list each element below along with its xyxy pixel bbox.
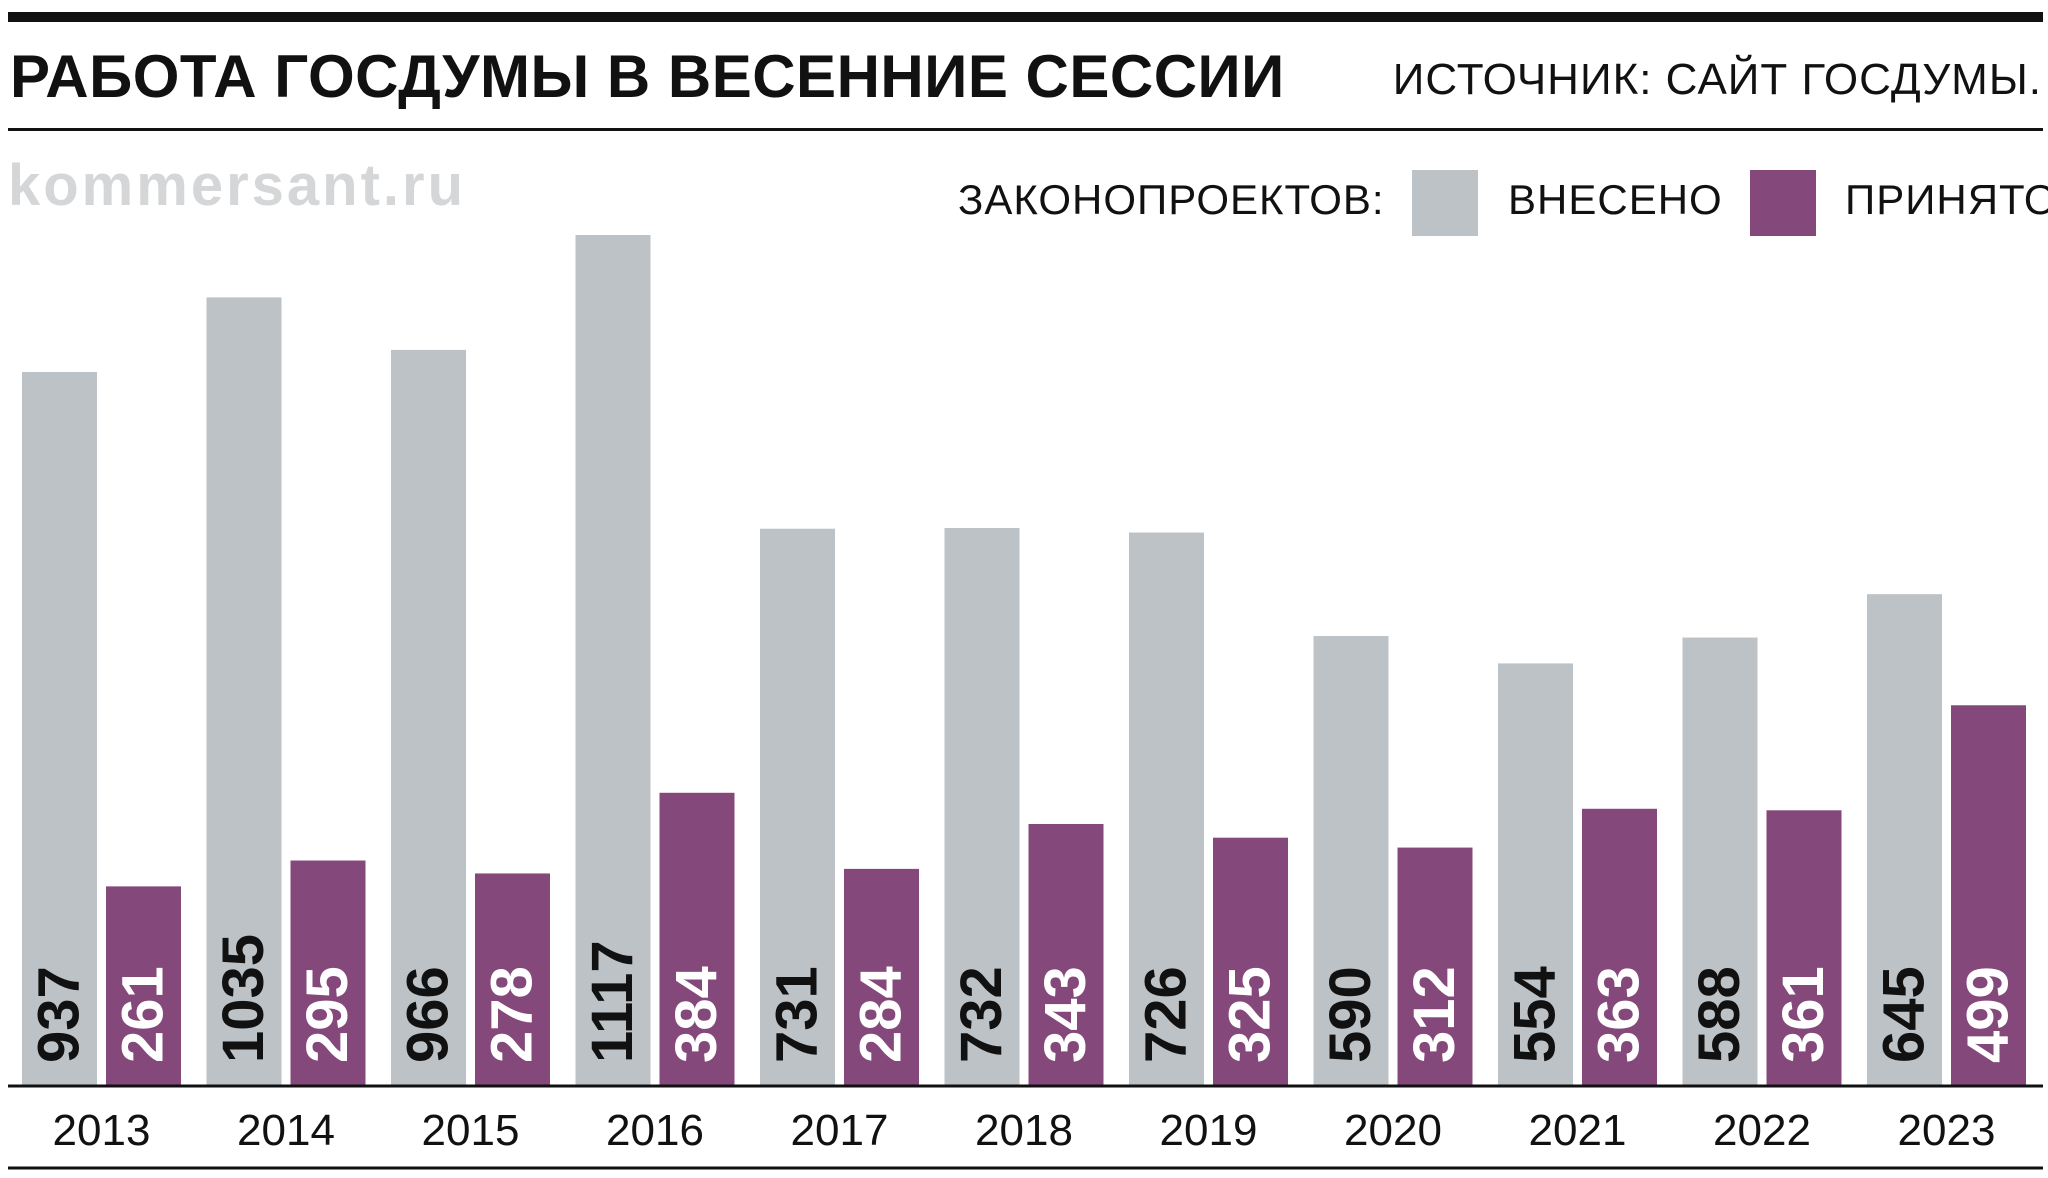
value-label-introduced-2021: 554 bbox=[1503, 966, 1568, 1063]
header-rule bbox=[8, 128, 2043, 131]
bar-passed-2016 bbox=[659, 792, 735, 1085]
value-label-passed-2013: 261 bbox=[111, 966, 176, 1063]
x-tick-label-2017: 2017 bbox=[791, 1106, 889, 1155]
value-label-passed-2018: 343 bbox=[1033, 966, 1098, 1063]
legend-swatch-passed bbox=[1750, 170, 1816, 236]
bar-passed-2019 bbox=[1213, 837, 1288, 1085]
bar-introduced-2014 bbox=[206, 297, 282, 1085]
value-label-passed-2023: 499 bbox=[1956, 966, 2021, 1063]
value-label-introduced-2019: 726 bbox=[1134, 966, 1199, 1063]
x-tick-label-2020: 2020 bbox=[1344, 1106, 1442, 1155]
bar-introduced-2017 bbox=[760, 528, 835, 1085]
bar-passed-2022 bbox=[1766, 810, 1842, 1085]
bar-introduced-2013 bbox=[22, 371, 97, 1086]
bar-introduced-2019 bbox=[1129, 532, 1204, 1085]
x-tick-label-2014: 2014 bbox=[237, 1106, 335, 1155]
value-label-introduced-2018: 732 bbox=[949, 966, 1014, 1063]
source-note: ИСТОЧНИК: САЙТ ГОСДУМЫ. bbox=[1392, 55, 2042, 104]
value-label-passed-2015: 278 bbox=[480, 966, 545, 1063]
legend-label-introduced: ВНЕСЕНО bbox=[1508, 176, 1723, 223]
bar-passed-2018 bbox=[1028, 823, 1104, 1085]
value-label-passed-2020: 312 bbox=[1402, 966, 1467, 1063]
bar-introduced-2016 bbox=[575, 235, 651, 1085]
value-label-passed-2017: 284 bbox=[849, 966, 914, 1063]
value-label-introduced-2017: 731 bbox=[765, 966, 830, 1063]
x-tick-label-2016: 2016 bbox=[606, 1106, 704, 1155]
bar-passed-2023 bbox=[1951, 705, 2026, 1085]
bar-introduced-2021 bbox=[1498, 663, 1573, 1085]
bar-passed-2017 bbox=[844, 868, 919, 1085]
value-label-introduced-2023: 645 bbox=[1872, 966, 1937, 1063]
watermark: kommersant.ru bbox=[8, 153, 467, 218]
legend-label: ЗАКОНОПРОЕКТОВ: bbox=[958, 176, 1385, 223]
bar-passed-2015 bbox=[475, 873, 550, 1085]
bar-introduced-2018 bbox=[944, 527, 1020, 1085]
top-rule bbox=[8, 12, 2043, 22]
value-label-introduced-2015: 966 bbox=[396, 966, 461, 1063]
x-tick-label-2018: 2018 bbox=[975, 1106, 1073, 1155]
value-label-passed-2014: 295 bbox=[295, 966, 360, 1063]
value-label-introduced-2020: 590 bbox=[1318, 966, 1383, 1063]
x-tick-label-2022: 2022 bbox=[1713, 1106, 1811, 1155]
bar-introduced-2020 bbox=[1313, 636, 1389, 1085]
value-label-passed-2019: 325 bbox=[1218, 966, 1283, 1063]
value-label-passed-2022: 361 bbox=[1771, 966, 1836, 1063]
bar-passed-2021 bbox=[1582, 808, 1657, 1085]
legend-swatch-introduced bbox=[1412, 170, 1478, 236]
bar-introduced-2015 bbox=[391, 349, 466, 1085]
bar-introduced-2022 bbox=[1682, 637, 1758, 1085]
legend-label-passed: ПРИНЯТО bbox=[1845, 176, 2048, 223]
x-tick-label-2023: 2023 bbox=[1898, 1106, 1996, 1155]
x-tick-label-2021: 2021 bbox=[1529, 1106, 1627, 1155]
value-label-introduced-2022: 588 bbox=[1687, 966, 1752, 1063]
bar-passed-2020 bbox=[1397, 847, 1473, 1085]
value-label-introduced-2014: 1035 bbox=[211, 934, 276, 1063]
value-label-passed-2021: 363 bbox=[1587, 966, 1652, 1063]
x-tick-label-2015: 2015 bbox=[422, 1106, 520, 1155]
chart-title: РАБОТА ГОСДУМЫ В ВЕСЕННИЕ СЕССИИ bbox=[10, 43, 1285, 110]
bar-passed-2013 bbox=[106, 886, 181, 1085]
value-label-introduced-2016: 1117 bbox=[580, 940, 645, 1063]
bar-introduced-2023 bbox=[1867, 594, 1942, 1085]
bar-passed-2014 bbox=[290, 860, 366, 1085]
value-label-passed-2016: 384 bbox=[664, 966, 729, 1063]
x-tick-label-2013: 2013 bbox=[53, 1106, 151, 1155]
x-tick-label-2019: 2019 bbox=[1160, 1106, 1258, 1155]
value-label-introduced-2013: 937 bbox=[27, 966, 92, 1063]
